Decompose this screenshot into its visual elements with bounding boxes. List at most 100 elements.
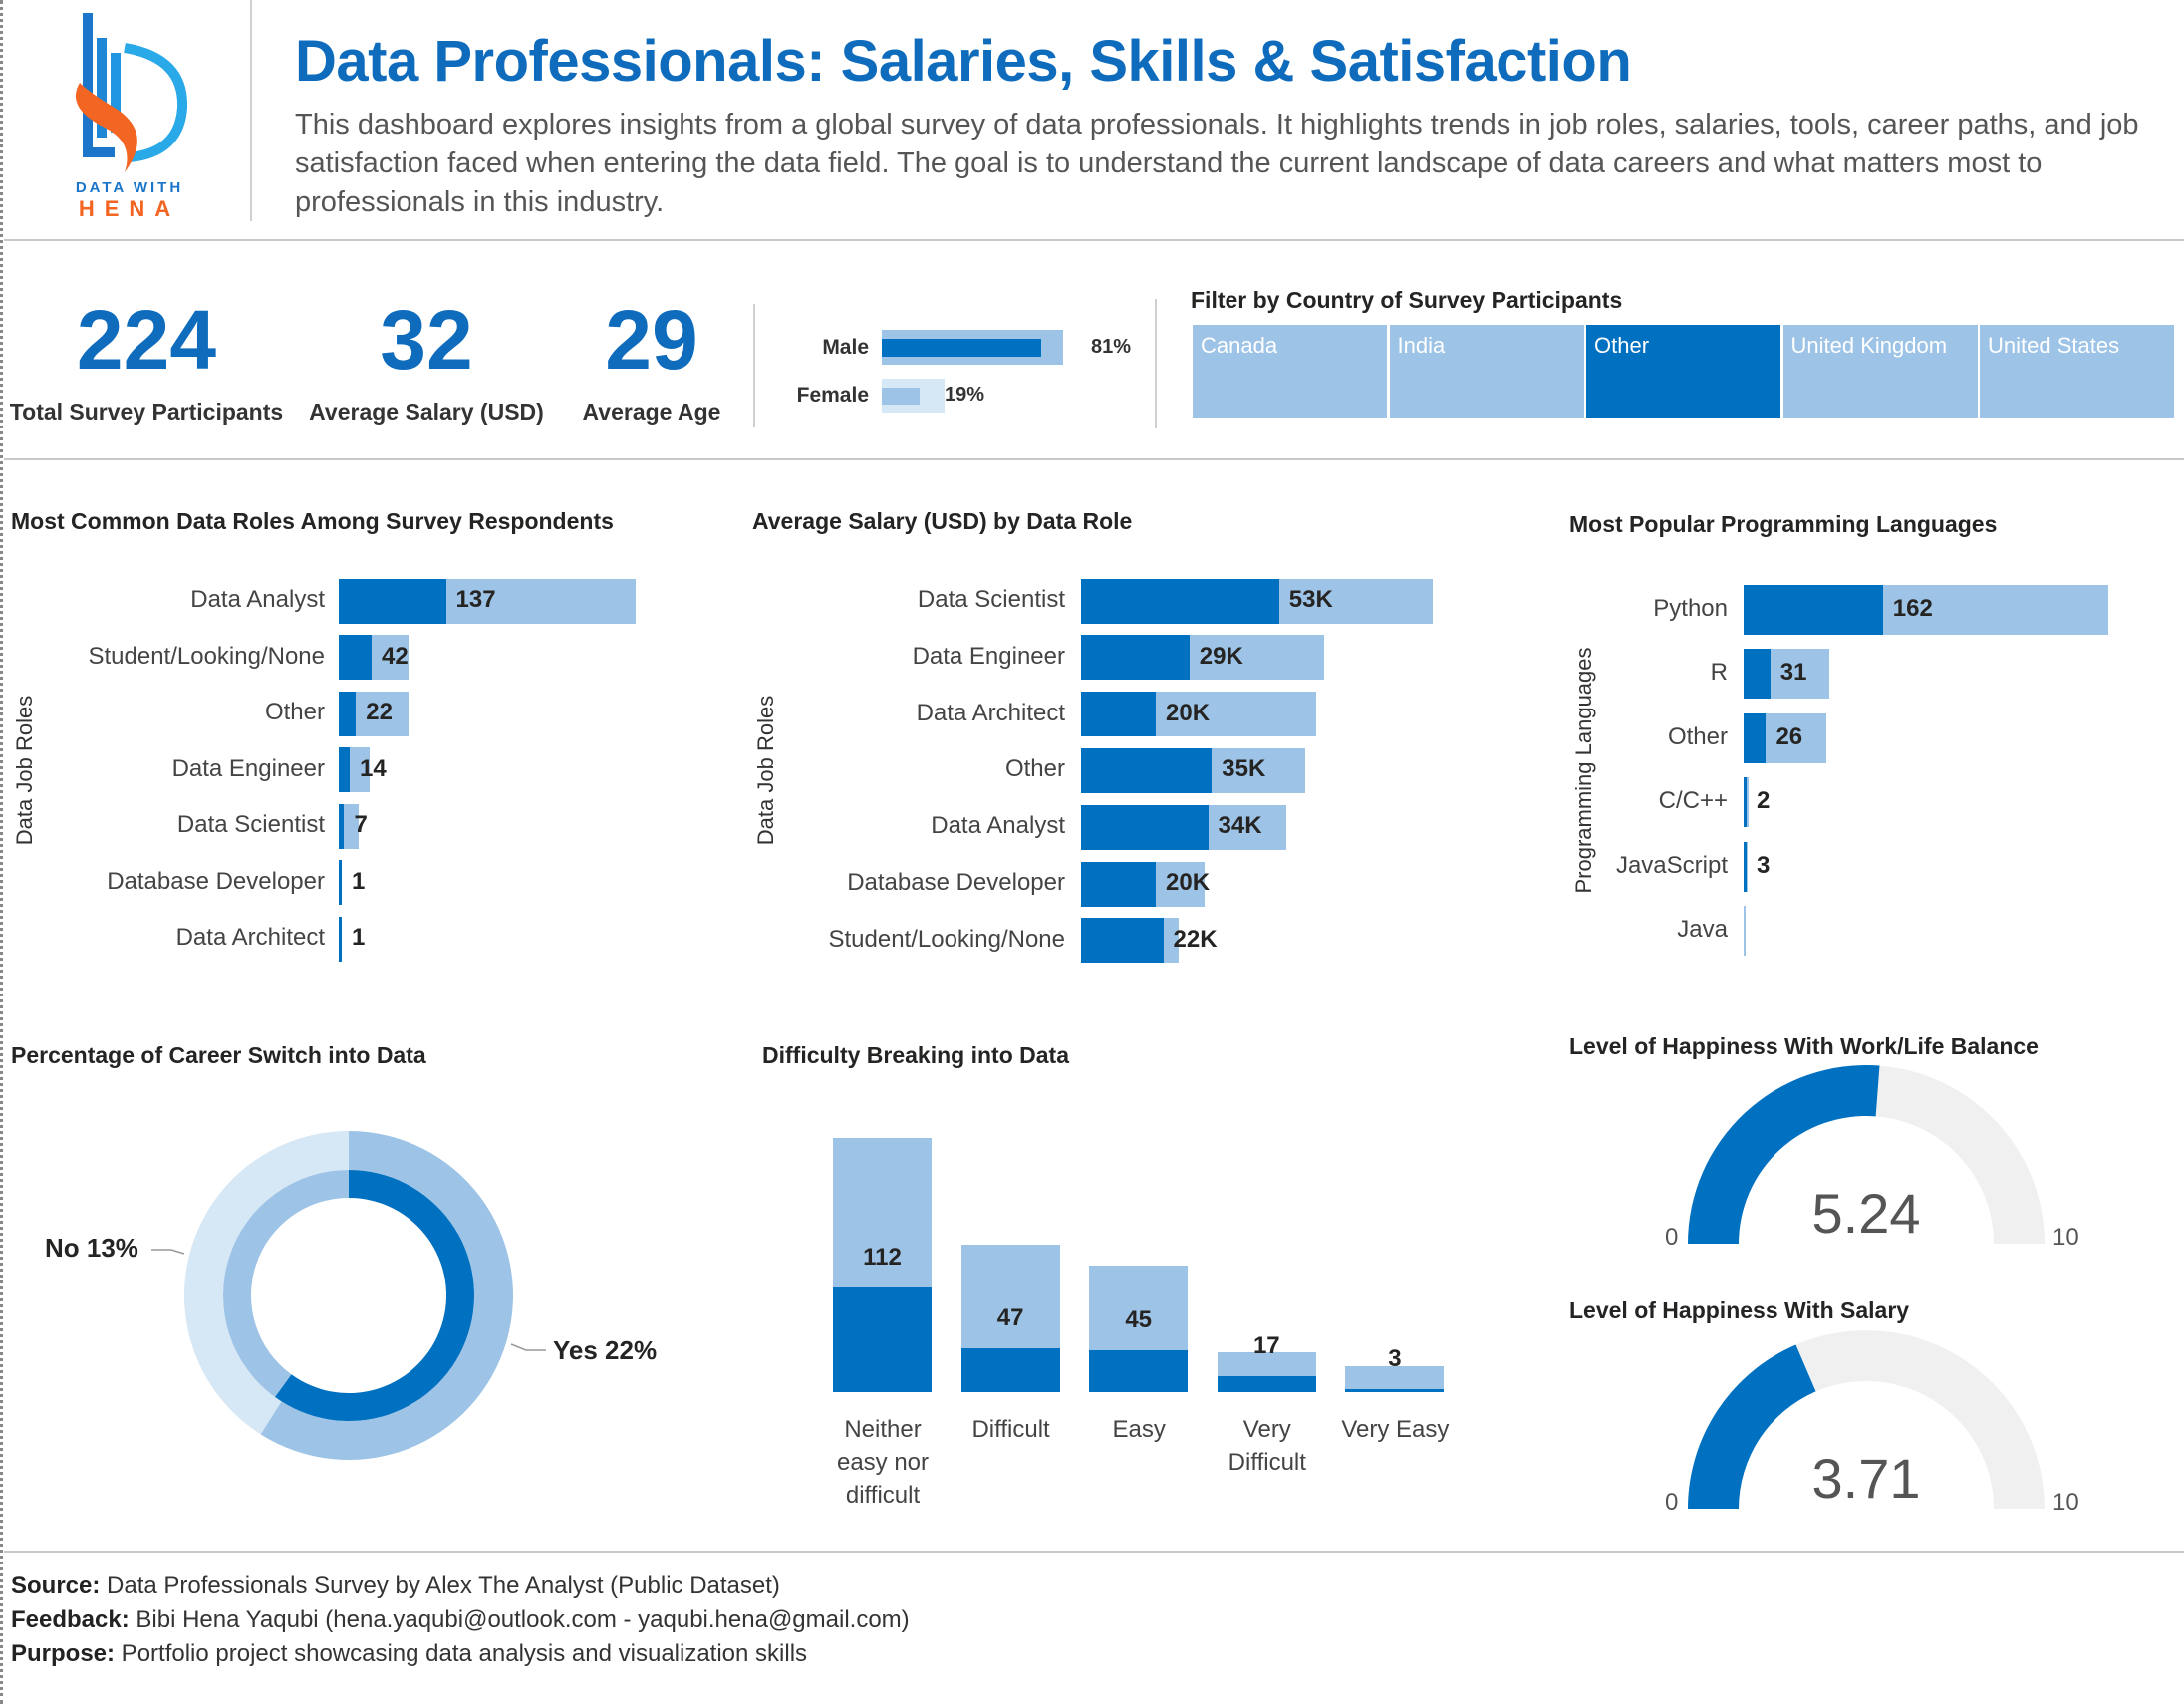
category-label: Neither easy nor difficult [836,1416,930,1509]
gender-bar-male[interactable] [882,339,1042,357]
difficulty-chart-title: Difficulty Breaking into Data [762,1042,1069,1068]
kpi-value: 29 [605,293,698,387]
data-label: 17 [1252,1332,1280,1360]
data-label: 45 [1125,1305,1153,1333]
data-label: 7 [354,811,368,838]
footer-key: Purpose: [11,1640,116,1667]
gauge-wlb-max: 10 [2052,1224,2079,1251]
roles-chart-title: Most Common Data Roles Among Survey Resp… [11,508,614,534]
gauge-salary-value: 3.71 [1811,1447,1921,1510]
bar-highlighted[interactable] [1744,649,1771,700]
bar-highlighted[interactable] [1744,712,1767,763]
filter-tile-united-kingdom[interactable]: United Kingdom [1782,325,1978,418]
logo-line1: DATA WITH [75,179,184,196]
bar-highlighted[interactable] [1744,777,1747,828]
gauge-salary-min: 0 [1665,1489,1679,1516]
gauge-wlb-value: 5.24 [1811,1182,1921,1245]
bar-highlighted[interactable] [339,635,372,680]
bar-highlighted[interactable] [339,691,357,736]
bar-highlighted[interactable] [339,578,446,624]
languages-chart-title: Most Popular Programming Languages [1569,511,1998,537]
divider [1155,299,1157,428]
data-label: 26 [1775,722,1803,750]
category-label: C/C++ [1658,787,1728,815]
languages-axis-title: Programming Languages [1571,647,1596,894]
bar-highlighted[interactable] [1081,692,1156,737]
donut-label-no: No 13% [45,1233,138,1263]
gauge-salary-max: 10 [2052,1489,2079,1516]
data-label: 3 [1388,1345,1402,1373]
career-switch-donut [151,1131,546,1460]
category-label: Data Architect [916,699,1065,726]
leader-line-no [151,1249,185,1255]
category-label: Java [1677,916,1728,943]
category-label: Python [1653,595,1728,622]
bar-highlighted[interactable] [1081,635,1190,681]
filter-tile-canada[interactable]: Canada [1193,325,1387,418]
data-label: 34K [1218,812,1262,840]
footer-text: Data Professionals Survey by Alex The An… [100,1572,780,1599]
kpi-value: 224 [76,293,217,387]
data-label: 1 [352,867,366,895]
footer-feedback: Feedback: Bibi Hena Yaqubi (hena.yaqubi@… [11,1606,910,1634]
bar-highlighted[interactable] [1081,861,1156,907]
data-label: 162 [1892,595,1933,622]
category-label: Student/Looking/None [828,925,1065,953]
filter-tile-united-states[interactable]: United States [1980,325,2174,418]
donut-outer-no[interactable] [183,1131,349,1435]
bar-highlighted[interactable] [833,1287,932,1392]
kpi-total-participants: 224 Total Survey Participants [0,295,296,426]
kpi-label: Average Age [582,399,721,425]
category-label: Student/Looking/None [88,642,325,670]
logo-line2: HENA [78,196,181,221]
bar-highlighted[interactable] [1217,1376,1316,1392]
bar-highlighted[interactable] [339,803,345,849]
bar-highlighted[interactable] [1089,1349,1189,1392]
gender-label-male: Male [822,336,869,359]
kpi-average-salary: 32 Average Salary (USD) [277,295,576,426]
bar-highlighted[interactable] [1744,841,1747,892]
bar-highlighted[interactable] [1081,918,1164,964]
category-label: R [1710,659,1728,687]
filter-tile-india[interactable]: India [1389,325,1584,418]
bar-total[interactable] [1345,1365,1445,1392]
category-label: Easy [1112,1416,1166,1443]
divider [753,304,755,427]
data-label: 53K [1288,586,1333,613]
bar-highlighted[interactable] [339,916,342,962]
footer-key: Source: [11,1572,101,1599]
data-label: 47 [996,1303,1024,1331]
kpi-value: 32 [380,293,473,387]
leader-line-yes [510,1343,546,1351]
category-label: Very Easy [1341,1416,1450,1443]
divider [4,458,2184,460]
category-label: Other [1004,755,1065,783]
category-label: Data Architect [175,924,325,951]
gender-bar-female[interactable] [882,388,920,405]
donut-outer-yes[interactable] [260,1131,513,1460]
bar-highlighted[interactable] [1081,747,1213,793]
gauges [1688,1065,2045,1509]
footer-source: Source: Data Professionals Survey by Ale… [11,1572,780,1600]
bar-highlighted[interactable] [960,1347,1060,1392]
bar-highlighted[interactable] [339,860,342,905]
filter-tile-other[interactable]: Other [1586,325,1780,418]
bar-highlighted[interactable] [339,747,350,792]
gauge-fill[interactable] [1688,1344,1816,1509]
bar-total[interactable] [1744,906,1746,956]
donut-inner-yes[interactable] [274,1170,474,1421]
category-label: Data Engineer [171,754,325,782]
category-label: Data Analyst [931,812,1065,840]
bar-highlighted[interactable] [1081,804,1209,850]
gauge-salary-title: Level of Happiness With Salary [1569,1297,1910,1323]
page-border [0,0,3,1704]
kpi-label: Average Salary (USD) [309,399,544,425]
bar-highlighted[interactable] [1345,1389,1445,1392]
data-label: 3 [1757,851,1771,879]
bar-highlighted[interactable] [1081,578,1279,624]
footer-key: Feedback: [11,1606,130,1633]
kpi-label: Total Survey Participants [9,399,284,425]
gauge-fill[interactable] [1688,1065,1880,1244]
donut-inner-no[interactable] [222,1170,349,1397]
bar-highlighted[interactable] [1744,585,1883,635]
